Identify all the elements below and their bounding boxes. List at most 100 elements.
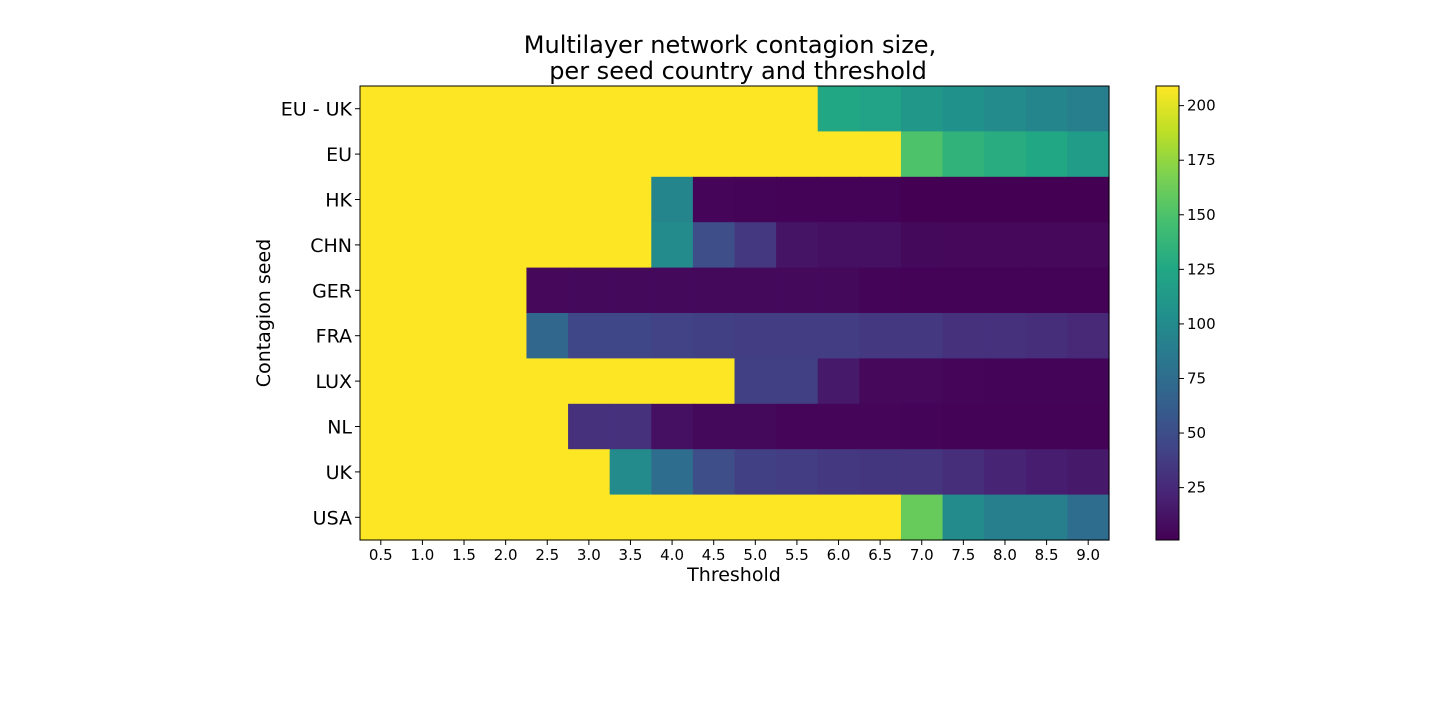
- heatmap-cell: [1067, 86, 1110, 132]
- heatmap-cell: [776, 86, 819, 132]
- heatmap-cell: [692, 267, 736, 314]
- heatmap-cell: [984, 267, 1027, 314]
- heatmap-cell: [401, 313, 444, 359]
- heatmap-cell: [401, 403, 444, 450]
- heatmap-cell: [360, 449, 403, 496]
- heatmap-cell: [776, 403, 819, 450]
- heatmap-cell: [401, 86, 444, 132]
- heatmap-cell: [734, 494, 777, 541]
- heatmap-cell: [1067, 449, 1110, 496]
- heatmap-cell: [900, 313, 944, 359]
- heatmap-cell: [484, 131, 528, 178]
- heatmap-cell: [484, 86, 528, 132]
- heatmap-cell: [817, 494, 860, 541]
- heatmap-cell: [360, 267, 403, 314]
- x-axis-label: Threshold: [686, 564, 781, 586]
- heatmap-cell: [360, 131, 403, 178]
- y-tick-label: EU: [326, 144, 352, 166]
- heatmap-cell: [984, 313, 1027, 359]
- heatmap-cell: [568, 403, 611, 450]
- heatmap-cell: [1025, 494, 1068, 541]
- heatmap-cell: [609, 403, 652, 450]
- y-axis-ticks: EU - UK EU HK CHN GER FRA LUX NL UK USA: [281, 99, 360, 529]
- heatmap-cell: [401, 494, 444, 541]
- colorbar-tick-label: 150: [1187, 206, 1216, 224]
- heatmap-cell: [984, 494, 1027, 541]
- heatmap-cell: [984, 86, 1027, 132]
- heatmap-cell: [692, 222, 736, 269]
- heatmap-cell: [526, 267, 569, 314]
- heatmap-cell: [484, 358, 528, 405]
- x-tick-label: 3.5: [619, 546, 643, 564]
- heatmap-cell: [443, 222, 486, 269]
- heatmap-cell: [776, 494, 819, 541]
- heatmap-cell: [1025, 313, 1068, 359]
- heatmap-cell: [859, 403, 902, 450]
- heatmap-cell: [1025, 176, 1068, 223]
- heatmap-cell: [360, 403, 403, 450]
- x-tick-label: 0.5: [369, 546, 393, 564]
- heatmap-cell: [692, 313, 736, 359]
- heatmap-cell: [401, 176, 444, 223]
- heatmap-cell: [568, 494, 611, 541]
- y-tick-label: FRA: [316, 326, 352, 348]
- heatmap-cell: [984, 176, 1027, 223]
- y-tick-label: GER: [312, 280, 352, 302]
- heatmap-cell: [900, 449, 944, 496]
- heatmap-cell: [609, 358, 652, 405]
- heatmap-cell: [443, 403, 486, 450]
- heatmap-cell: [651, 494, 694, 541]
- x-tick-label: 4.5: [702, 546, 726, 564]
- x-axis-ticks: 0.5 1.0 1.5 2.0 2.5 3.0 3.5 4.0 4.5 5.0 5.5 6.0 6.5 7…: [369, 540, 1100, 564]
- heatmap-cell: [900, 358, 944, 405]
- heatmap-cell: [651, 403, 694, 450]
- heatmap-cell: [1067, 131, 1110, 178]
- heatmap-cell: [942, 176, 985, 223]
- heatmap-cell: [526, 86, 569, 132]
- heatmap-cell: [484, 267, 528, 314]
- heatmap-cell: [443, 313, 486, 359]
- y-tick-label: HK: [325, 190, 352, 212]
- heatmap-cell: [692, 494, 736, 541]
- chart-title: Multilayer network contagion size, per s…: [524, 31, 936, 85]
- heatmap-cell: [609, 86, 652, 132]
- heatmap-cell: [734, 222, 777, 269]
- heatmap-cell: [942, 267, 985, 314]
- x-tick-label: 9.0: [1076, 546, 1100, 564]
- heatmap-cell: [443, 358, 486, 405]
- heatmap-cell: [1067, 267, 1110, 314]
- heatmap-cell: [942, 222, 985, 269]
- heatmap-cell: [568, 313, 611, 359]
- heatmap-cell: [817, 131, 860, 178]
- y-tick-label: UK: [326, 462, 353, 484]
- heatmap-cell: [401, 358, 444, 405]
- x-tick-label: 8.5: [1035, 546, 1059, 564]
- x-tick-label: 7.0: [910, 546, 934, 564]
- heatmap-cell: [1025, 358, 1068, 405]
- colorbar-tick-label: 100: [1187, 315, 1216, 333]
- heatmap-cell: [1067, 403, 1110, 450]
- heatmap-cell: [942, 403, 985, 450]
- heatmap-cell: [900, 494, 944, 541]
- heatmap-cell: [1025, 267, 1068, 314]
- heatmap-cell: [401, 267, 444, 314]
- heatmap-cell: [609, 131, 652, 178]
- heatmap-cell: [526, 176, 569, 223]
- heatmap-cell: [360, 313, 403, 359]
- heatmap-cell: [859, 267, 902, 314]
- heatmap-cell: [484, 176, 528, 223]
- heatmap-cell: [776, 222, 819, 269]
- heatmap-cell: [526, 222, 569, 269]
- heatmap-cell: [401, 131, 444, 178]
- heatmap-cell: [360, 222, 403, 269]
- x-tick-label: 1.0: [410, 546, 434, 564]
- heatmap-cell: [484, 449, 528, 496]
- heatmap-cell: [484, 313, 528, 359]
- heatmap-cell: [443, 176, 486, 223]
- heatmap-cell: [900, 222, 944, 269]
- heatmap-cell: [526, 313, 569, 359]
- heatmap-cell: [651, 131, 694, 178]
- heatmap-cell: [609, 267, 652, 314]
- heatmap-cell: [692, 403, 736, 450]
- heatmap-cell: [734, 131, 777, 178]
